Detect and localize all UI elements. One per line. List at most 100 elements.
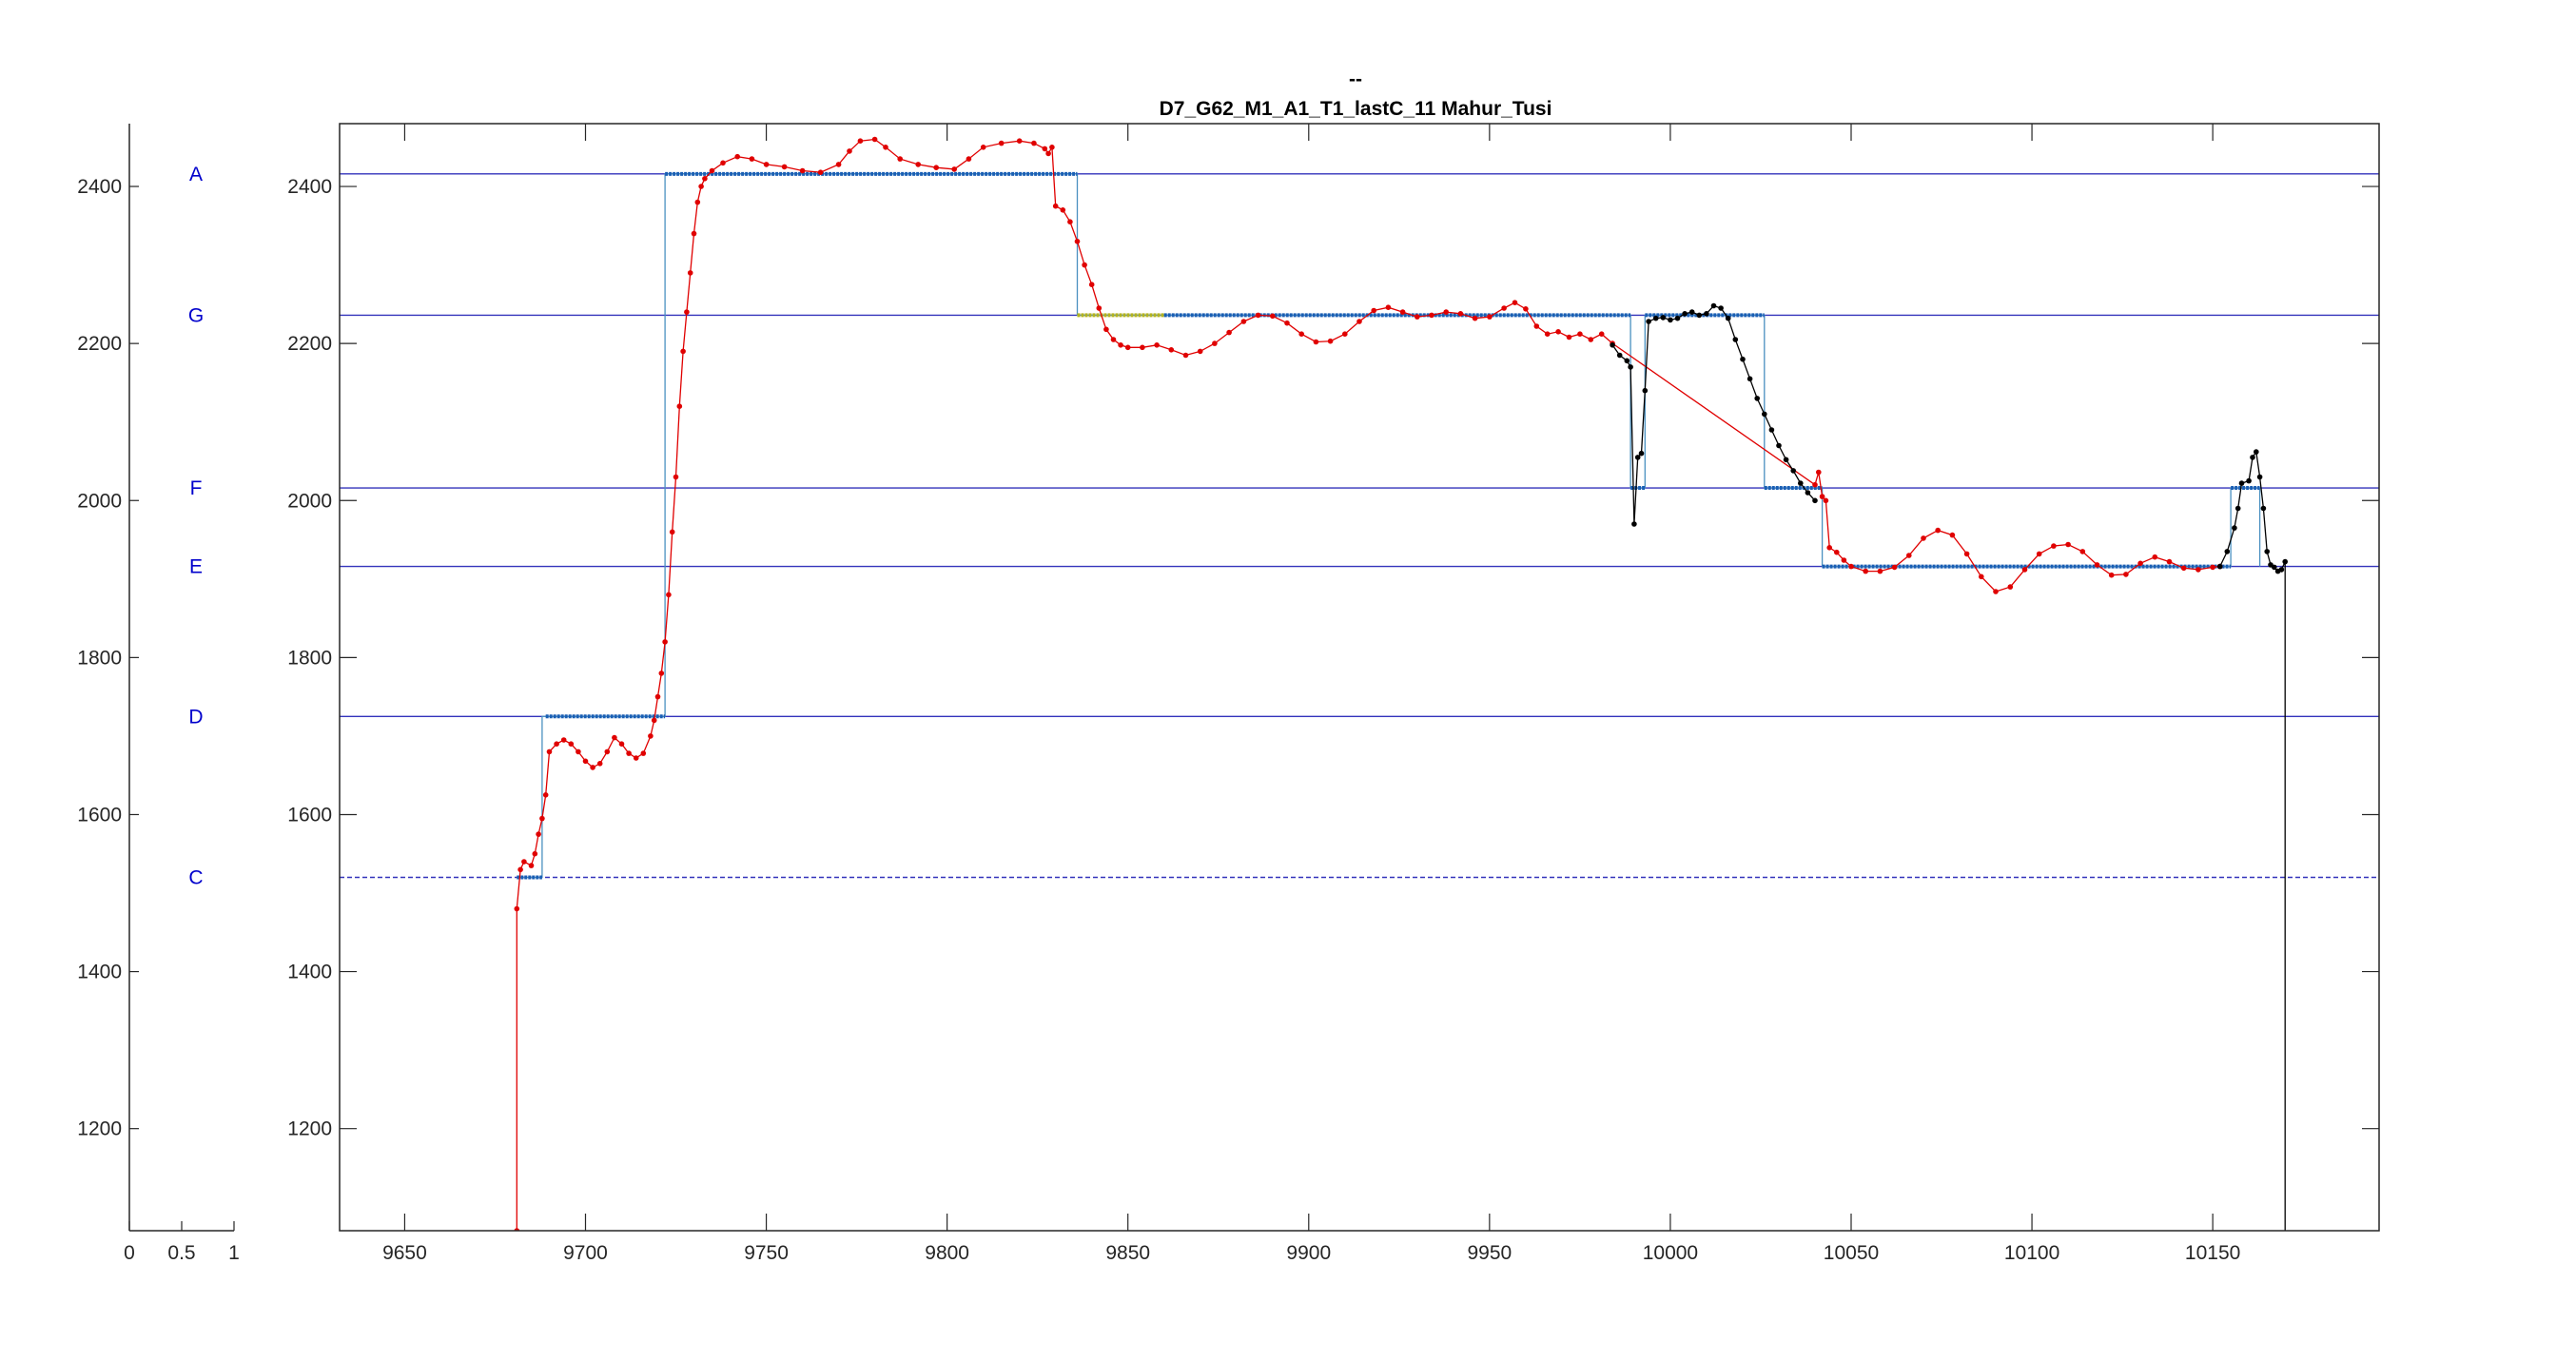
pitch-point-red bbox=[998, 140, 1005, 146]
pitch-point-red bbox=[847, 148, 852, 154]
pitch-point-red bbox=[676, 403, 683, 410]
pitch-point-red bbox=[1052, 203, 1059, 209]
pitch-point-red bbox=[662, 639, 668, 645]
pitch-point-red bbox=[2210, 564, 2215, 571]
main-x-tick-label: 10000 bbox=[1643, 1242, 1698, 1264]
pitch-point-red bbox=[576, 749, 581, 755]
pitch-point-red bbox=[1429, 312, 1434, 319]
plot-series bbox=[514, 136, 2288, 1231]
note-axis-y-tick-label: 1400 bbox=[77, 962, 122, 983]
note-axis-y-tick-label: 1800 bbox=[77, 647, 122, 669]
pitch-point-red bbox=[1197, 348, 1203, 355]
main-x-tick-label: 9700 bbox=[563, 1242, 608, 1264]
pitch-point-black bbox=[1610, 342, 1615, 348]
pitch-point-red bbox=[673, 474, 679, 480]
pitch-point-red bbox=[2007, 584, 2014, 590]
pitch-point-red bbox=[1816, 469, 1822, 476]
pitch-point-red bbox=[817, 169, 824, 175]
pitch-point-black bbox=[1798, 480, 1804, 486]
pitch-point-red bbox=[1963, 551, 1970, 557]
pitch-point-black bbox=[1624, 358, 1630, 364]
pitch-point-red bbox=[1154, 342, 1160, 348]
pitch-point-red bbox=[1935, 527, 1941, 534]
pitch-point-red bbox=[1863, 568, 1868, 574]
pitch-point-red bbox=[1826, 545, 1832, 551]
pitch-point-red bbox=[1487, 314, 1493, 320]
pitch-point-red bbox=[763, 162, 770, 167]
pitch-point-black bbox=[1768, 427, 1775, 433]
pitch-point-red bbox=[933, 165, 939, 170]
pitch-point-red bbox=[720, 160, 726, 166]
pitch-point-red bbox=[2036, 551, 2042, 557]
pitch-point-red bbox=[1045, 150, 1051, 157]
pitch-point-black bbox=[1660, 315, 1667, 321]
main-axes-box bbox=[339, 123, 2380, 1232]
pitch-point-black bbox=[1646, 319, 1651, 324]
pitch-point-black bbox=[2232, 525, 2237, 531]
pitch-point-red bbox=[1313, 339, 1319, 345]
main-y-tick-label: 1600 bbox=[287, 804, 332, 826]
pitch-point-red bbox=[897, 156, 903, 162]
main-x-tick-label: 9900 bbox=[1286, 1242, 1331, 1264]
pitch-point-black bbox=[1616, 352, 1623, 359]
main-x-tick-label: 9950 bbox=[1467, 1242, 1512, 1264]
pitch-point-red bbox=[2123, 572, 2129, 577]
pitch-point-red bbox=[1096, 305, 1103, 311]
pitch-point-red bbox=[1060, 207, 1066, 213]
pitch-point-black bbox=[1725, 315, 1731, 321]
pitch-point-red bbox=[1877, 568, 1883, 574]
note-axis-x-tick-label: 1 bbox=[228, 1242, 240, 1264]
pitch-point-red bbox=[1577, 331, 1583, 338]
pitch-point-black bbox=[1696, 312, 1703, 319]
main-y-tick-label: 2200 bbox=[287, 333, 332, 355]
pitch-point-black bbox=[1812, 497, 1818, 504]
pitch-point-red bbox=[1457, 311, 1464, 317]
pitch-point-red bbox=[604, 749, 611, 755]
main-y-tick-label: 1800 bbox=[287, 647, 332, 669]
pitch-point-red bbox=[2051, 543, 2057, 549]
pitch-point-red bbox=[734, 153, 740, 160]
pitch-point-black bbox=[2250, 455, 2255, 460]
main-x-tick-label: 9650 bbox=[382, 1242, 427, 1264]
pitch-point-red bbox=[1088, 282, 1095, 288]
pitch-point-red bbox=[1182, 352, 1189, 359]
pitch-point-red bbox=[749, 156, 755, 162]
pitch-point-red bbox=[1598, 331, 1605, 338]
pitch-point-red bbox=[1118, 342, 1123, 348]
pitch-point-black bbox=[2224, 549, 2231, 554]
pitch-point-red bbox=[1993, 589, 1999, 594]
note-label-g: G bbox=[188, 304, 204, 326]
pitch-point-red bbox=[648, 733, 654, 739]
main-y-tick-label: 2400 bbox=[287, 176, 332, 198]
pitch-point-red bbox=[1472, 315, 1478, 321]
pitch-point-black bbox=[1668, 317, 1673, 323]
pitch-point-red bbox=[1848, 563, 1854, 570]
main-x-tick-label: 9850 bbox=[1105, 1242, 1150, 1264]
pitch-point-black bbox=[1740, 356, 1746, 362]
pitch-point-red bbox=[1124, 344, 1131, 351]
pitch-point-red bbox=[1834, 549, 1840, 555]
pitch-point-black bbox=[1783, 457, 1789, 463]
pitch-point-red bbox=[517, 866, 523, 873]
pitch-point-black bbox=[1638, 450, 1645, 457]
pitch-point-red bbox=[554, 741, 559, 747]
pitch-point-red bbox=[2065, 541, 2071, 548]
pitch-point-red bbox=[1921, 535, 1926, 541]
pitch-point-red bbox=[2079, 549, 2086, 554]
pitch-point-black bbox=[2234, 505, 2241, 512]
pitch-point-black bbox=[1634, 455, 1641, 460]
pitch-point-red bbox=[568, 741, 575, 747]
pitch-point-red bbox=[521, 859, 527, 865]
pitch-point-black bbox=[2264, 549, 2270, 554]
pitch-point-red bbox=[1891, 564, 1898, 571]
note-axis-y-tick-label: 2000 bbox=[77, 490, 122, 512]
pitch-point-red bbox=[2180, 565, 2187, 572]
pitch-point-black bbox=[1682, 311, 1688, 317]
pitch-point-red bbox=[1841, 557, 1847, 563]
pitch-point-red bbox=[560, 737, 567, 743]
pitch-point-red bbox=[1533, 323, 1540, 329]
pitch-point-red bbox=[694, 199, 701, 205]
pitch-point-red bbox=[1443, 309, 1449, 315]
pitch-point-red bbox=[536, 831, 541, 837]
reference-lines bbox=[340, 173, 2379, 879]
